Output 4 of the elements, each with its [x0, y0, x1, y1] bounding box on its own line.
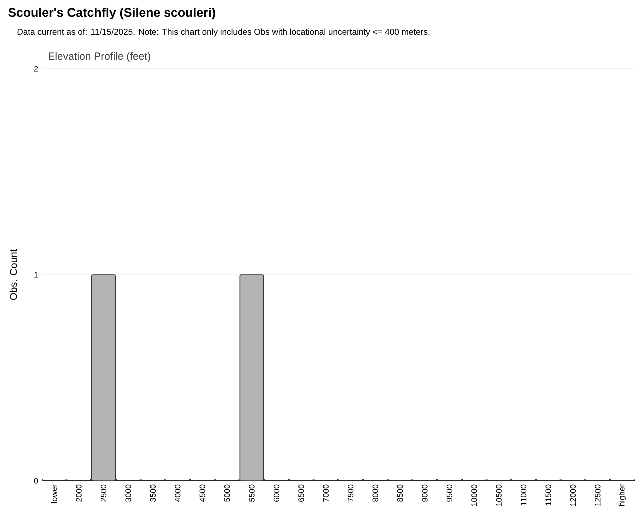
chart-subtitle: Data current as of: 11/15/2025. Note: This chart only includes Obs with locational uncertainty <= 400 meters. [18, 28, 430, 37]
chart-title: Scouler's Catchfly (Silene scouleri) [8, 8, 216, 20]
y-axis-title: Obs. Count [10, 249, 18, 300]
text: Elevation Profile (feet) [49, 52, 150, 62]
